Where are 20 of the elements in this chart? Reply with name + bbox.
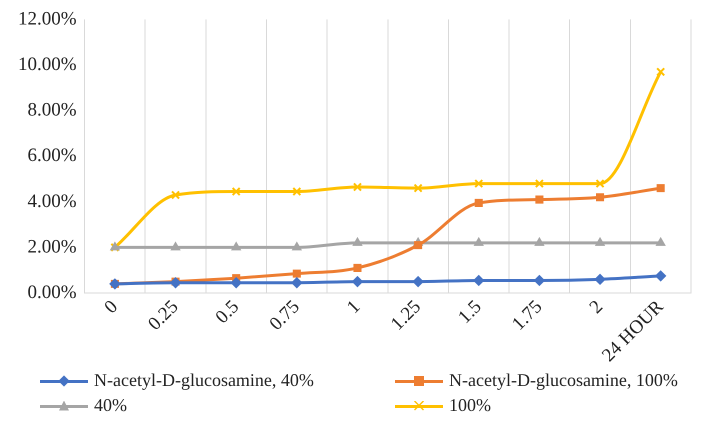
x-tick-label: 1.25 (386, 296, 426, 335)
x-tick-label: 0.5 (212, 296, 244, 328)
legend-label: 100% (449, 395, 491, 416)
x-tick-label: 1.75 (508, 296, 546, 335)
x-tick-label: 2 (586, 296, 608, 318)
legend-label: N-acetyl-D-glucosamine, 40% (94, 370, 314, 391)
legend-label: 40% (94, 395, 127, 416)
legend-label: N-acetyl-D-glucosamine, 100% (449, 370, 678, 391)
x-tick-label: 1.5 (454, 296, 486, 328)
y-tick-label: 8.00% (28, 100, 77, 121)
y-tick-label: 12.00% (18, 8, 77, 30)
y-tick-label: 4.00% (28, 190, 77, 212)
y-tick-label: 2.00% (28, 236, 77, 258)
y-tick-label: 6.00% (28, 145, 77, 166)
y-tick-label: 0.00% (28, 282, 77, 303)
x-tick-label: 0 (100, 296, 122, 318)
x-tick-label: 0.25 (144, 296, 183, 335)
x-tick-label: 1 (342, 296, 365, 318)
y-tick-label: 10.00% (18, 54, 77, 75)
x-tick-label: 0.75 (266, 296, 304, 335)
